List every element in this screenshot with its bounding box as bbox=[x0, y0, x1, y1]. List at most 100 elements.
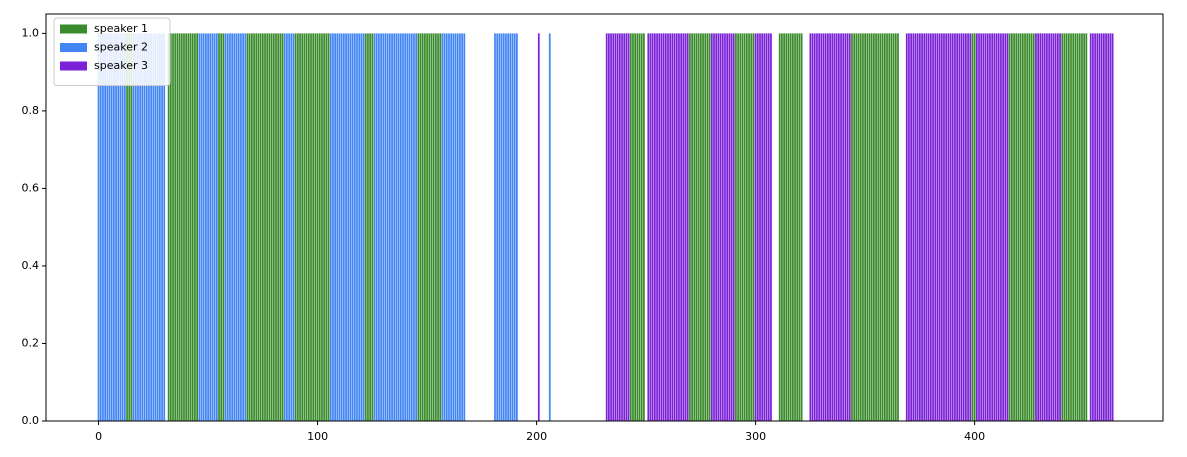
bar bbox=[393, 33, 396, 421]
bar bbox=[1048, 33, 1050, 421]
bar bbox=[500, 33, 503, 421]
x-tick-label: 400 bbox=[964, 430, 985, 443]
bar bbox=[207, 33, 209, 421]
bar bbox=[833, 33, 836, 421]
bar bbox=[441, 33, 444, 421]
bar bbox=[272, 33, 275, 421]
bar bbox=[875, 33, 877, 421]
bar bbox=[450, 33, 453, 421]
bar bbox=[831, 33, 834, 421]
bar bbox=[888, 33, 891, 421]
bar bbox=[827, 33, 829, 421]
bar bbox=[1024, 33, 1026, 421]
bar bbox=[868, 33, 871, 421]
bar bbox=[870, 33, 873, 421]
bar bbox=[132, 33, 135, 421]
bar bbox=[811, 33, 814, 421]
bar bbox=[494, 33, 496, 421]
bar bbox=[209, 33, 212, 421]
legend-label: speaker 3 bbox=[94, 59, 148, 72]
bar bbox=[636, 33, 639, 421]
bar bbox=[947, 33, 950, 421]
bar bbox=[660, 33, 663, 421]
bar bbox=[391, 33, 393, 421]
bar bbox=[984, 33, 987, 421]
bar bbox=[233, 33, 236, 421]
bar bbox=[1081, 33, 1083, 421]
bar bbox=[1008, 33, 1011, 421]
bar bbox=[693, 33, 696, 421]
bar bbox=[844, 33, 847, 421]
bar bbox=[649, 33, 652, 421]
bar bbox=[183, 33, 185, 421]
bar bbox=[121, 33, 124, 421]
bar bbox=[496, 33, 499, 421]
bar bbox=[113, 33, 115, 421]
bar bbox=[1070, 33, 1072, 421]
bar bbox=[1085, 33, 1088, 421]
bar bbox=[279, 33, 282, 421]
bar bbox=[763, 33, 766, 421]
bar bbox=[395, 33, 398, 421]
bar bbox=[1096, 33, 1099, 421]
bar bbox=[229, 33, 231, 421]
bar bbox=[415, 33, 418, 421]
bar bbox=[198, 33, 201, 421]
bar bbox=[640, 33, 643, 421]
bar bbox=[927, 33, 930, 421]
bar bbox=[169, 33, 172, 421]
bar bbox=[634, 33, 637, 421]
bar bbox=[938, 33, 941, 421]
bar bbox=[1105, 33, 1107, 421]
bar bbox=[1059, 33, 1061, 421]
bar bbox=[325, 33, 328, 421]
bar bbox=[610, 33, 612, 421]
bar bbox=[235, 33, 238, 421]
bar bbox=[658, 33, 661, 421]
bar bbox=[509, 33, 512, 421]
bar bbox=[430, 33, 433, 421]
bar bbox=[965, 33, 967, 421]
bar bbox=[932, 33, 934, 421]
bar bbox=[879, 33, 882, 421]
bar bbox=[647, 33, 650, 421]
y-tick-label: 0.0 bbox=[22, 414, 40, 427]
bar bbox=[505, 33, 507, 421]
bar bbox=[288, 33, 290, 421]
bar bbox=[667, 33, 669, 421]
bar bbox=[443, 33, 446, 421]
bar bbox=[303, 33, 306, 421]
bar bbox=[371, 33, 374, 421]
bar bbox=[949, 33, 952, 421]
bar bbox=[502, 33, 505, 421]
bar bbox=[189, 33, 192, 421]
bar bbox=[323, 33, 326, 421]
bar bbox=[402, 33, 404, 421]
bar bbox=[743, 33, 746, 421]
bar bbox=[873, 33, 875, 421]
bar bbox=[608, 33, 610, 421]
bar bbox=[332, 33, 334, 421]
bar bbox=[1030, 33, 1033, 421]
bar bbox=[196, 33, 198, 421]
bar bbox=[281, 33, 284, 421]
bar bbox=[706, 33, 709, 421]
bar bbox=[883, 33, 886, 421]
bar bbox=[362, 33, 365, 421]
legend: speaker 1 speaker 2 speaker 3 bbox=[53, 17, 171, 86]
bar bbox=[145, 33, 148, 421]
bar bbox=[886, 33, 888, 421]
bar bbox=[266, 33, 269, 421]
bar bbox=[954, 33, 956, 421]
bar bbox=[292, 33, 295, 421]
bar bbox=[200, 33, 203, 421]
bar bbox=[240, 33, 242, 421]
bar bbox=[851, 33, 853, 421]
bar bbox=[710, 33, 713, 421]
bar bbox=[224, 33, 227, 421]
bar bbox=[859, 33, 862, 421]
bar bbox=[770, 33, 772, 421]
bar bbox=[958, 33, 961, 421]
bar bbox=[548, 33, 551, 421]
bar bbox=[426, 33, 428, 421]
